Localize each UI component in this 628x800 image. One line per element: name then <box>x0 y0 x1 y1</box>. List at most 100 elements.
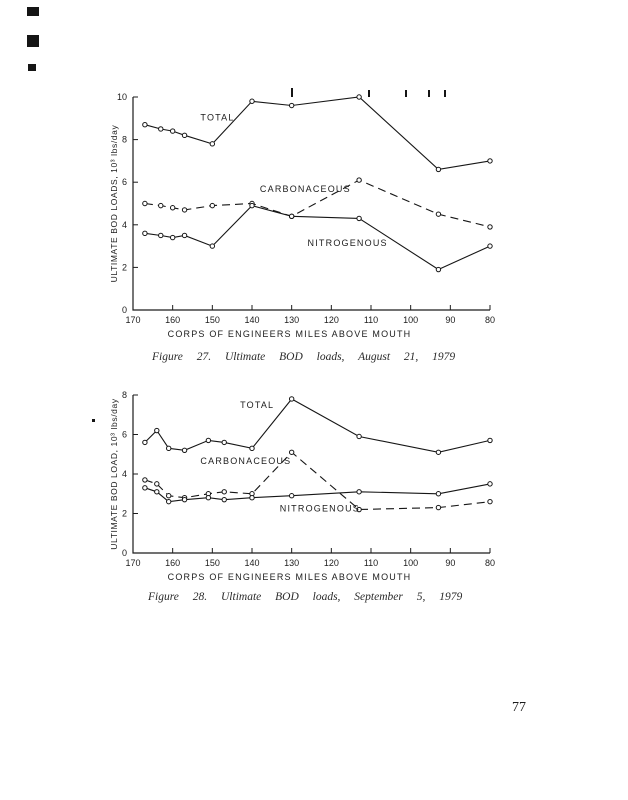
data-point-carbonaceous <box>435 211 442 217</box>
figure-27-caption: Figure 27. Ultimate BOD loads, August 21… <box>152 351 456 363</box>
scan-artifact <box>28 64 36 71</box>
data-point-nitrogenous <box>356 489 362 495</box>
y-tick-label: 4 <box>122 469 127 479</box>
data-point-carbonaceous <box>487 498 493 505</box>
y-tick-label: 2 <box>122 262 127 272</box>
data-point-total <box>158 126 164 132</box>
series-label-total: TOTAL <box>200 112 234 122</box>
x-tick-label: 110 <box>364 315 378 325</box>
data-point-total <box>142 121 148 128</box>
x-tick-label: 80 <box>485 315 495 325</box>
data-point-total <box>154 427 160 434</box>
bod-loads-chart-september: 170 160 150 140 130 120 110 100 90 80 0 2 4 6 8 CORPS O… <box>109 390 495 582</box>
scan-artifact <box>27 7 39 16</box>
data-point-nitrogenous <box>158 232 164 239</box>
scan-artifact <box>368 90 370 97</box>
y-axis-title: ULTIMATE BOD LOAD, 10³ lbs/day <box>109 398 119 550</box>
data-point-total <box>288 396 295 402</box>
x-tick-label: 140 <box>244 315 259 325</box>
series-line-total <box>144 96 491 170</box>
y-tick-label: 4 <box>122 220 127 230</box>
axes <box>132 395 490 554</box>
data-point-total <box>209 141 216 147</box>
data-point-carbonaceous <box>142 200 148 207</box>
data-point-total <box>142 439 148 446</box>
data-point-nitrogenous <box>487 481 493 487</box>
data-point-carbonaceous <box>288 449 295 455</box>
series-label-nitrogenous: NITROGENOUS <box>308 238 388 248</box>
x-tick-label: 160 <box>165 315 180 325</box>
scan-artifact <box>27 35 39 47</box>
data-point-total <box>169 128 176 134</box>
data-point-carbonaceous <box>356 177 362 183</box>
scan-artifact <box>291 88 293 97</box>
data-point-total <box>356 433 362 440</box>
data-point-total <box>288 102 295 109</box>
x-tick-label: 130 <box>284 558 299 568</box>
data-point-total <box>205 437 212 444</box>
data-point-carbonaceous <box>154 481 160 487</box>
x-tick-label: 80 <box>485 558 495 568</box>
data-point-nitrogenous <box>487 243 493 249</box>
series-label-carbonaceous: CARBONACEOUS <box>200 456 291 466</box>
data-point-carbonaceous <box>169 205 176 211</box>
scan-artifact <box>428 90 430 97</box>
series-line-carbonaceous <box>144 451 491 511</box>
data-point-nitrogenous <box>209 243 216 249</box>
y-tick-label: 6 <box>122 430 127 440</box>
x-axis-title: CORPS OF ENGINEERS MILES ABOVE MOUTH <box>168 329 412 339</box>
data-point-carbonaceous <box>142 477 148 483</box>
x-tick-label: 150 <box>205 558 220 568</box>
data-point-nitrogenous <box>249 495 255 501</box>
data-point-nitrogenous <box>356 215 362 222</box>
data-point-total <box>221 439 227 446</box>
series-label-total: TOTAL <box>240 400 274 410</box>
page-number: 77 <box>512 700 526 715</box>
data-point-carbonaceous <box>158 202 164 209</box>
data-point-nitrogenous <box>142 485 148 491</box>
data-point-carbonaceous <box>181 207 188 213</box>
scan-artifact <box>444 90 446 97</box>
data-point-total <box>181 132 188 139</box>
data-point-total <box>249 445 255 452</box>
y-tick-label: 0 <box>122 548 127 558</box>
x-tick-label: 160 <box>165 558 180 568</box>
data-point-nitrogenous <box>154 489 160 495</box>
y-tick-label: 8 <box>122 390 127 400</box>
data-point-nitrogenous <box>142 230 148 237</box>
data-point-nitrogenous <box>435 266 442 273</box>
data-point-total <box>487 437 493 444</box>
x-tick-label: 140 <box>244 558 259 568</box>
y-tick-label: 2 <box>122 509 127 519</box>
scan-artifact <box>405 90 407 97</box>
x-tick-label: 120 <box>324 315 339 325</box>
figure-27: 170 160 150 140 130 120 110 100 90 80 0 2 4 6 8 10 CORPS… <box>85 85 525 348</box>
data-point-total <box>249 98 255 104</box>
x-tick-label: 130 <box>284 315 299 325</box>
data-point-nitrogenous <box>181 496 188 503</box>
data-point-nitrogenous <box>288 493 295 499</box>
y-tick-label: 10 <box>117 92 127 102</box>
x-tick-label: 120 <box>324 558 339 568</box>
data-point-nitrogenous <box>205 495 212 501</box>
x-tick-label: 100 <box>403 315 418 325</box>
data-point-total <box>181 447 188 454</box>
data-point-total <box>435 449 442 455</box>
data-point-nitrogenous <box>221 496 227 503</box>
data-point-carbonaceous <box>435 504 442 511</box>
data-point-carbonaceous <box>487 224 493 230</box>
x-tick-label: 100 <box>403 558 418 568</box>
data-point-nitrogenous <box>166 498 172 505</box>
data-point-carbonaceous <box>221 489 227 495</box>
x-tick-label: 90 <box>445 315 455 325</box>
x-tick-label: 150 <box>205 315 220 325</box>
data-point-nitrogenous <box>435 491 442 497</box>
bod-loads-chart-august: 170 160 150 140 130 120 110 100 90 80 0 2 4 6 8 10 CORPS… <box>109 92 495 339</box>
y-tick-label: 6 <box>122 177 127 187</box>
scan-artifact <box>92 419 95 422</box>
data-point-nitrogenous <box>181 232 188 239</box>
x-tick-label: 90 <box>445 558 455 568</box>
data-point-total <box>435 166 442 173</box>
x-tick-label: 170 <box>125 315 140 325</box>
